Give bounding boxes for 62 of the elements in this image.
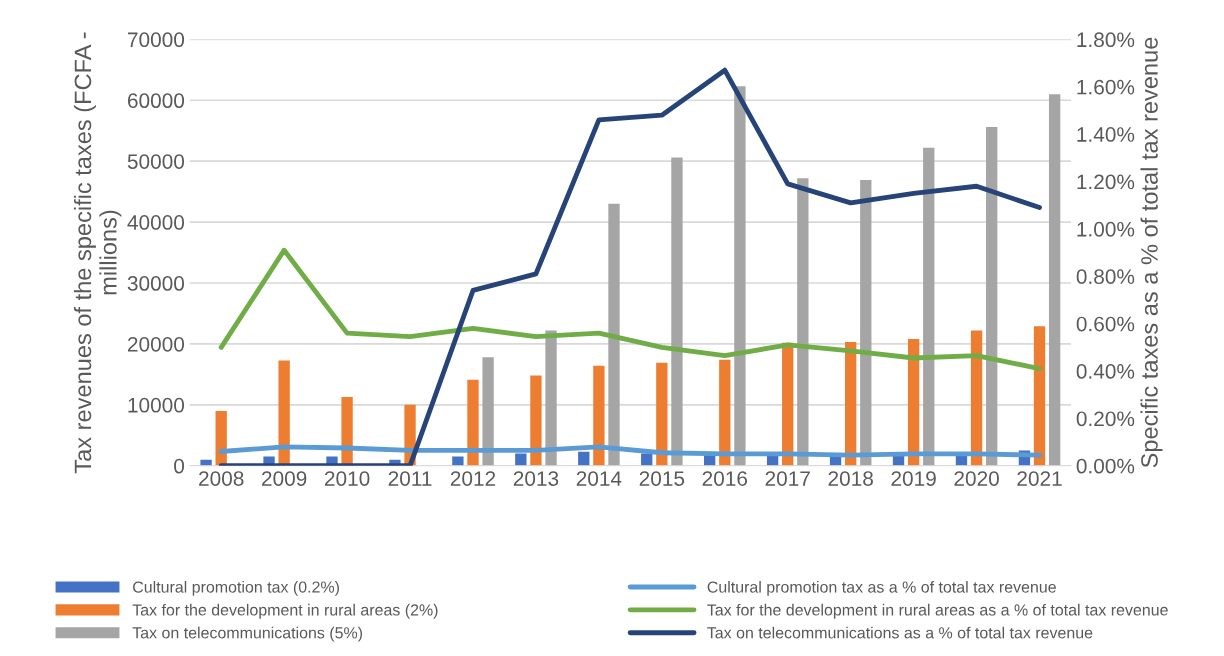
y2-tick-label: 1.40%	[1077, 127, 1135, 142]
bar	[656, 362, 668, 466]
line-series	[218, 247, 1042, 372]
y2-tick-label: 0.80%	[1076, 269, 1135, 284]
bar	[593, 365, 605, 466]
bar	[719, 359, 731, 466]
legend-label: Tax for the development in rural areas (2%)	[132, 603, 438, 619]
line-series	[218, 444, 1042, 458]
bar	[986, 127, 998, 466]
x-tick-label: 2017	[765, 471, 810, 486]
x-tick-label: 2010	[324, 471, 370, 486]
x-tick-label: 2011	[388, 471, 432, 486]
y-tick-label: 40000	[127, 215, 185, 230]
x-tick-label: 2009	[262, 471, 307, 486]
legend-label: Tax for the development in rural areas as a % of total tax revenue	[707, 603, 1168, 619]
bar	[1033, 326, 1046, 466]
legend-label: Cultural promotion tax as a % of total tax revenue	[707, 580, 1056, 596]
x-tick-label: 2008	[199, 471, 244, 486]
x-tick-label: 2016	[702, 471, 748, 486]
y-axis-title: Tax revenues of the specific taxes (FCFA - millions)	[73, 32, 122, 474]
line-series	[218, 67, 1042, 466]
bar	[452, 456, 464, 466]
y-tick-label: 60000	[127, 93, 185, 109]
bar	[530, 375, 542, 466]
y2-tick-label: 1.60%	[1077, 79, 1135, 95]
y2-tick-label: 1.00%	[1077, 221, 1135, 237]
bar	[545, 330, 557, 466]
x-tick-label: 2012	[450, 471, 496, 486]
bar	[923, 147, 935, 466]
bar	[578, 451, 590, 466]
y-tick-label: 20000	[127, 336, 185, 352]
y2-axis-title: Specific taxes as a % of total tax revenue	[1140, 37, 1163, 468]
x-tick-label: 2021	[1017, 471, 1062, 486]
y2-tick-label: 1.20%	[1077, 174, 1135, 190]
legend-label: Tax on telecommunications as a % of total tax revenue	[707, 626, 1093, 639]
x-tick-label: 2018	[828, 471, 873, 486]
legend-label: Cultural promotion tax (0.2%)	[133, 580, 339, 596]
bar	[797, 178, 809, 466]
y-tick-label: 70000	[128, 32, 185, 48]
legend-label: Tax on telecommunications (5%)	[132, 626, 363, 642]
y2-tick-label: 1.80%	[1077, 32, 1135, 48]
x-tick-label: 2015	[639, 471, 685, 486]
x-tick-label: 2014	[576, 471, 622, 486]
x-tick-label: 2020	[954, 471, 999, 486]
bar	[482, 357, 494, 466]
y-tick-label: 30000	[127, 276, 185, 291]
x-tick-label: 2013	[513, 471, 559, 486]
bar	[860, 180, 872, 466]
y-tick-label: 0	[174, 458, 185, 474]
y2-tick-label: 0.40%	[1076, 364, 1135, 379]
bar	[1048, 94, 1061, 466]
x-tick-label: 2019	[891, 471, 936, 486]
y2-tick-label: 0.20%	[1076, 411, 1135, 427]
y-tick-label: 50000	[127, 154, 185, 169]
bar	[671, 157, 683, 466]
y-tick-label: 10000	[128, 397, 185, 413]
bar	[467, 379, 479, 466]
bar	[608, 203, 620, 466]
y2-tick-label: 0.00%	[1076, 458, 1135, 474]
bar	[278, 360, 290, 466]
bar	[734, 86, 746, 466]
y2-tick-label: 0.60%	[1076, 316, 1135, 332]
